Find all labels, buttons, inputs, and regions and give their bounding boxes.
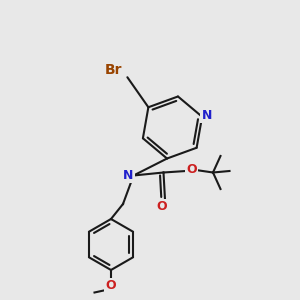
Text: O: O xyxy=(186,163,197,176)
Text: N: N xyxy=(123,169,133,182)
Text: N: N xyxy=(201,109,212,122)
Text: Br: Br xyxy=(105,63,123,77)
Text: O: O xyxy=(157,200,167,214)
Text: O: O xyxy=(106,279,116,292)
